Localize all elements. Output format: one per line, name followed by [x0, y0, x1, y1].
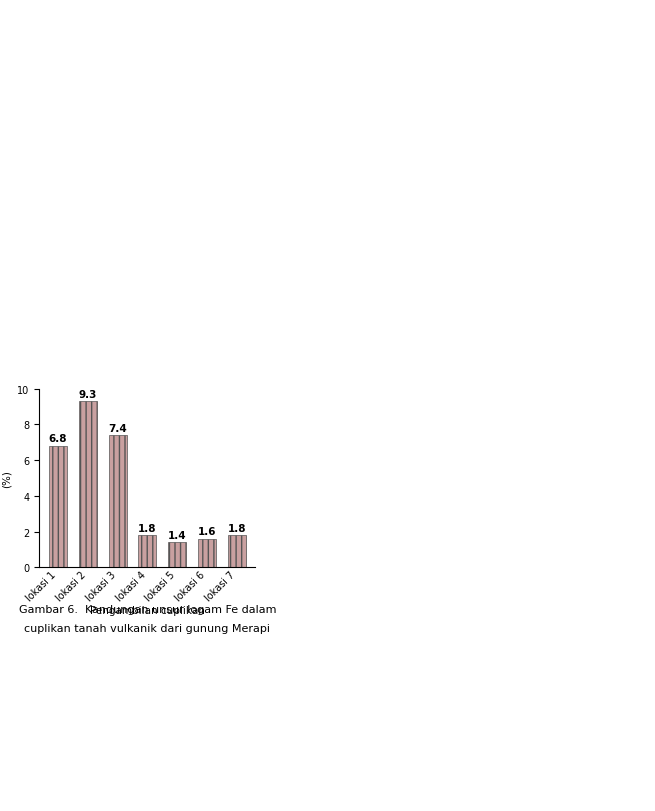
Bar: [198, 539, 216, 568]
Text: cuplikan tanah vulkanik dari gunung Merapi: cuplikan tanah vulkanik dari gunung Mera…: [24, 623, 271, 633]
Text: 7.4: 7.4: [108, 423, 127, 433]
X-axis label: Pengambilan cuplikan: Pengambilan cuplikan: [90, 605, 205, 616]
Text: 1.6: 1.6: [198, 526, 216, 537]
Text: 1.8: 1.8: [138, 523, 157, 533]
Text: 1.8: 1.8: [227, 523, 246, 533]
Bar: [138, 535, 157, 568]
Bar: [49, 446, 67, 568]
Bar: [168, 543, 186, 568]
Text: Gambar 6.  Kandungan unsur logam Fe dalam: Gambar 6. Kandungan unsur logam Fe dalam: [18, 604, 276, 614]
Bar: [109, 436, 126, 568]
Bar: [79, 401, 97, 568]
Text: 6.8: 6.8: [49, 434, 67, 444]
Bar: [228, 535, 246, 568]
Text: 9.3: 9.3: [79, 389, 97, 399]
Text: 1.4: 1.4: [168, 530, 187, 540]
Y-axis label: Kandungan Fe
(%): Kandungan Fe (%): [0, 441, 12, 516]
